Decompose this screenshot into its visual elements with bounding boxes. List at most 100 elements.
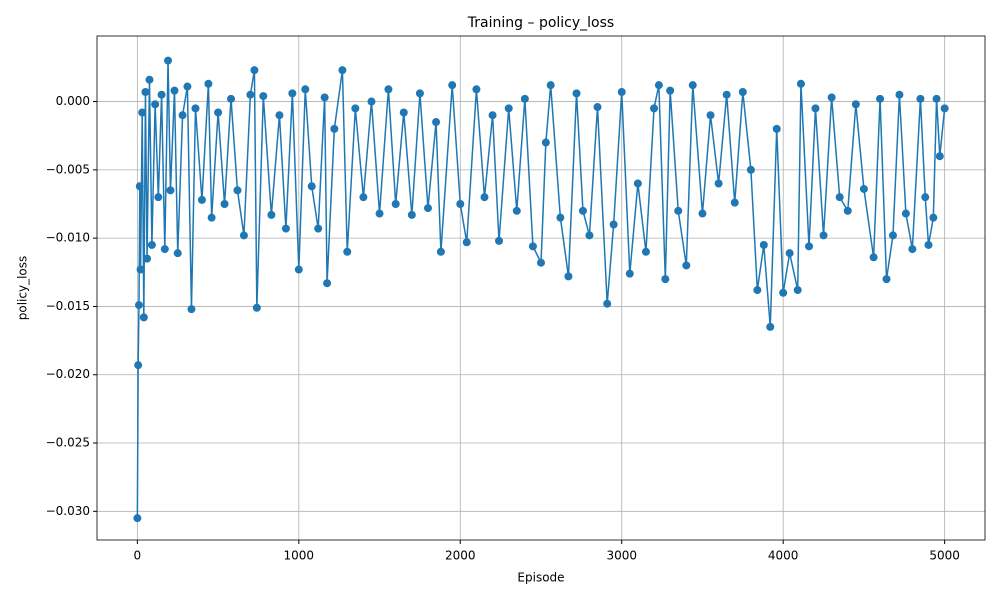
point	[145, 75, 154, 84]
point	[338, 66, 347, 75]
point	[141, 88, 150, 96]
point	[343, 247, 352, 256]
point	[147, 240, 156, 249]
point	[351, 104, 360, 113]
point	[793, 286, 802, 295]
point	[730, 198, 739, 207]
point	[625, 269, 634, 278]
point	[661, 275, 670, 284]
y-tick-label: −0.020	[46, 367, 90, 381]
point	[448, 81, 457, 90]
point	[375, 209, 384, 218]
point	[170, 86, 179, 95]
point	[183, 82, 192, 91]
point	[191, 104, 200, 113]
point	[609, 220, 618, 229]
point	[157, 90, 166, 99]
x-tick-label: 2000	[445, 549, 476, 563]
point	[633, 179, 642, 188]
point	[233, 186, 242, 195]
point	[250, 66, 259, 75]
point	[796, 79, 805, 88]
point	[134, 301, 143, 310]
point	[135, 182, 144, 191]
point	[288, 89, 297, 98]
point	[314, 224, 323, 233]
y-axis-label: policy_loss	[16, 256, 30, 321]
point	[641, 247, 650, 256]
point	[556, 213, 565, 222]
point	[504, 104, 513, 113]
point	[151, 100, 160, 109]
point	[688, 81, 697, 90]
point	[929, 213, 938, 222]
point	[456, 200, 465, 208]
point	[851, 100, 860, 109]
point	[714, 179, 723, 188]
point	[512, 206, 521, 215]
point	[935, 152, 944, 161]
point	[204, 79, 213, 88]
point	[940, 104, 949, 113]
point	[407, 210, 416, 219]
point	[674, 206, 683, 215]
point	[766, 322, 775, 331]
point	[164, 56, 173, 65]
point	[160, 245, 169, 254]
point	[698, 209, 707, 218]
point	[738, 88, 747, 96]
point	[415, 89, 424, 98]
point	[908, 245, 917, 254]
point	[330, 124, 339, 133]
chart-title: Training – policy_loss	[467, 15, 614, 31]
point	[528, 242, 537, 251]
point	[753, 286, 762, 295]
point	[835, 193, 844, 202]
point	[666, 86, 675, 95]
point	[173, 249, 182, 258]
point	[572, 89, 581, 98]
point	[187, 305, 196, 314]
y-tick-label: 0.000	[56, 94, 90, 108]
point	[520, 94, 529, 103]
plot-frame	[96, 35, 986, 541]
point	[143, 254, 152, 263]
point	[827, 93, 836, 102]
y-tick-label: −0.005	[46, 162, 90, 176]
point	[895, 90, 904, 99]
point	[359, 193, 368, 202]
point	[541, 138, 550, 147]
point	[138, 108, 147, 117]
point	[921, 193, 930, 202]
point	[869, 253, 878, 262]
point	[323, 279, 332, 288]
point	[819, 231, 828, 240]
point	[603, 299, 612, 308]
point	[220, 200, 229, 208]
point	[320, 93, 329, 102]
point	[301, 85, 310, 94]
x-tick-label: 1000	[284, 549, 315, 563]
point	[227, 94, 236, 103]
point	[722, 90, 731, 99]
point	[564, 272, 573, 281]
point	[480, 193, 489, 202]
point	[134, 361, 143, 370]
point	[166, 186, 175, 195]
point	[432, 118, 441, 127]
point	[423, 204, 432, 213]
point	[133, 514, 142, 523]
point	[462, 238, 471, 247]
point	[882, 275, 891, 284]
y-tick-label: −0.025	[46, 436, 90, 450]
point	[859, 184, 868, 193]
x-tick-label: 5000	[929, 549, 960, 563]
point	[876, 94, 885, 103]
point	[546, 81, 555, 90]
point	[178, 111, 187, 120]
point	[307, 182, 316, 191]
point	[772, 124, 781, 133]
point	[617, 88, 626, 96]
point	[682, 261, 691, 270]
point	[139, 313, 148, 322]
